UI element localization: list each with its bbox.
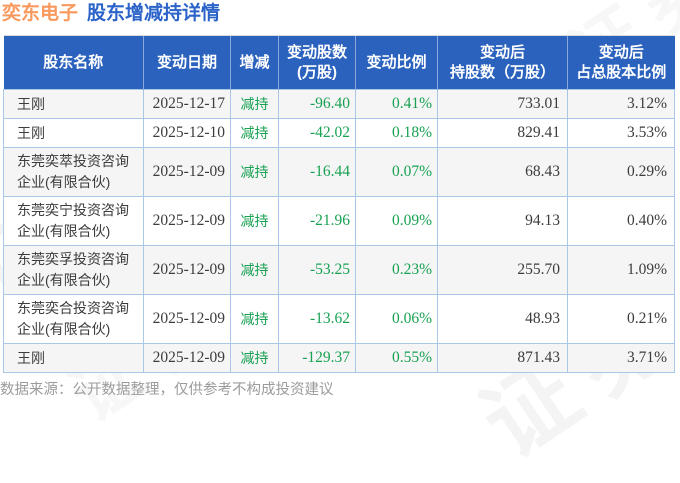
after-shares: 255.70 bbox=[437, 245, 568, 295]
after-ratio: 3.71% bbox=[567, 343, 675, 373]
col-header-change-date: 变动日期 bbox=[143, 35, 231, 90]
shareholder-change-table: 股东名称 变动日期 增减 变动股数 (万股) 变动比例 变动后 持股数（万股） … bbox=[3, 35, 675, 373]
col-header-change-ratio: 变动比例 bbox=[355, 35, 438, 90]
change-shares: -96.40 bbox=[278, 89, 356, 119]
change-direction: 减持 bbox=[230, 294, 279, 344]
table-row: 王刚 2025-12-09 减持 -129.37 0.55% 871.43 3.… bbox=[3, 343, 675, 373]
after-ratio: 0.29% bbox=[567, 147, 675, 197]
shareholder-name: 王刚 bbox=[3, 89, 144, 119]
after-shares: 829.41 bbox=[437, 118, 568, 148]
col-header-after-shares: 变动后 持股数（万股） bbox=[437, 35, 568, 90]
change-direction: 减持 bbox=[230, 343, 279, 373]
change-shares: -16.44 bbox=[278, 147, 356, 197]
after-shares: 871.43 bbox=[437, 343, 568, 373]
page-title-text: 股东增减持详情 bbox=[87, 3, 221, 24]
change-shares: -129.37 bbox=[278, 343, 356, 373]
change-direction: 减持 bbox=[230, 245, 279, 295]
after-shares: 94.13 bbox=[437, 196, 568, 246]
after-ratio: 1.09% bbox=[567, 245, 675, 295]
after-ratio: 0.40% bbox=[567, 196, 675, 246]
after-ratio: 0.21% bbox=[567, 294, 675, 344]
change-shares: -21.96 bbox=[278, 196, 356, 246]
table-row: 东莞奕合投资咨询企业(有限合伙) 2025-12-09 减持 -13.62 0.… bbox=[3, 294, 675, 344]
change-date: 2025-12-09 bbox=[143, 343, 231, 373]
change-date: 2025-12-17 bbox=[143, 89, 231, 119]
table-row: 王刚 2025-12-10 减持 -42.02 0.18% 829.41 3.5… bbox=[3, 118, 675, 148]
shareholder-name: 东莞奕合投资咨询企业(有限合伙) bbox=[3, 294, 144, 344]
table-row: 东莞奕萃投资咨询企业(有限合伙) 2025-12-09 减持 -16.44 0.… bbox=[3, 147, 675, 197]
change-ratio: 0.55% bbox=[355, 343, 438, 373]
shareholder-name: 东莞奕孚投资咨询企业(有限合伙) bbox=[3, 245, 144, 295]
change-direction: 减持 bbox=[230, 118, 279, 148]
change-ratio: 0.23% bbox=[355, 245, 438, 295]
data-source-note: 数据来源：公开数据整理，仅供参考不构成投资建议 bbox=[0, 382, 334, 398]
shareholder-name: 东莞奕宁投资咨询企业(有限合伙) bbox=[3, 196, 144, 246]
change-date: 2025-12-10 bbox=[143, 118, 231, 148]
after-shares: 68.43 bbox=[437, 147, 568, 197]
col-header-after-ratio: 变动后 占总股本比例 bbox=[567, 35, 675, 90]
change-ratio: 0.41% bbox=[355, 89, 438, 119]
change-direction: 减持 bbox=[230, 196, 279, 246]
change-direction: 减持 bbox=[230, 147, 279, 197]
after-ratio: 3.53% bbox=[567, 118, 675, 148]
table-row: 东莞奕孚投资咨询企业(有限合伙) 2025-12-09 减持 -53.25 0.… bbox=[3, 245, 675, 295]
change-direction: 减持 bbox=[230, 89, 279, 119]
page-title: 奕东电子 股东增减持详情 bbox=[2, 3, 220, 25]
change-ratio: 0.18% bbox=[355, 118, 438, 148]
col-header-direction: 增减 bbox=[230, 35, 279, 90]
change-shares: -53.25 bbox=[278, 245, 356, 295]
after-shares: 733.01 bbox=[437, 89, 568, 119]
shareholder-name: 王刚 bbox=[3, 118, 144, 148]
table-row: 东莞奕宁投资咨询企业(有限合伙) 2025-12-09 减持 -21.96 0.… bbox=[3, 196, 675, 246]
shareholder-name: 东莞奕萃投资咨询企业(有限合伙) bbox=[3, 147, 144, 197]
col-header-change-shares: 变动股数 (万股) bbox=[278, 35, 356, 90]
change-ratio: 0.06% bbox=[355, 294, 438, 344]
after-ratio: 3.12% bbox=[567, 89, 675, 119]
change-ratio: 0.07% bbox=[355, 147, 438, 197]
change-shares: -13.62 bbox=[278, 294, 356, 344]
change-ratio: 0.09% bbox=[355, 196, 438, 246]
after-shares: 48.93 bbox=[437, 294, 568, 344]
change-date: 2025-12-09 bbox=[143, 196, 231, 246]
change-date: 2025-12-09 bbox=[143, 245, 231, 295]
change-date: 2025-12-09 bbox=[143, 294, 231, 344]
table-header: 股东名称 变动日期 增减 变动股数 (万股) 变动比例 变动后 持股数（万股） … bbox=[3, 35, 675, 90]
shareholder-name: 王刚 bbox=[3, 343, 144, 373]
change-shares: -42.02 bbox=[278, 118, 356, 148]
stock-name: 奕东电子 bbox=[2, 3, 79, 24]
change-date: 2025-12-09 bbox=[143, 147, 231, 197]
col-header-shareholder: 股东名称 bbox=[3, 35, 144, 90]
table-row: 王刚 2025-12-17 减持 -96.40 0.41% 733.01 3.1… bbox=[3, 89, 675, 119]
